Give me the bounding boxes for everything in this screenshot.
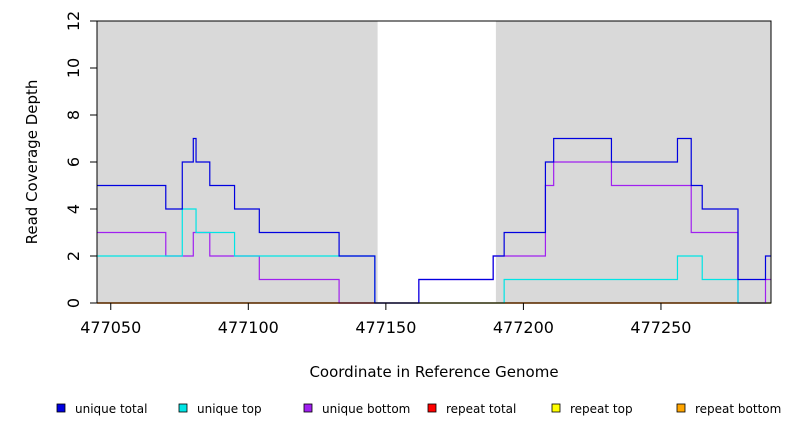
legend-label: repeat total (446, 402, 516, 416)
x-axis: 477050 477100 477150 477200 477250 (80, 303, 691, 337)
legend-item-repeat-top: repeat top (551, 402, 633, 416)
y-tick-label: 8 (64, 110, 83, 120)
legend-swatch (178, 403, 188, 413)
legend-label: repeat top (570, 402, 633, 416)
legend: unique total unique top unique bottom repea… (56, 402, 781, 416)
y-axis-label: Read Coverage Depth (23, 80, 41, 245)
legend-swatch (551, 403, 561, 413)
legend-label: unique top (197, 402, 262, 416)
legend-item-repeat-bottom: repeat bottom (676, 402, 781, 416)
x-axis-label: Coordinate in Reference Genome (309, 363, 558, 381)
series-line-unique-total (97, 137, 771, 304)
legend-swatch (56, 403, 66, 413)
x-tick-label: 477100 (218, 318, 279, 337)
legend-swatch (676, 403, 686, 413)
x-tick-label: 477050 (80, 318, 141, 337)
legend-item-unique-total: unique total (56, 402, 147, 416)
y-tick-label: 0 (64, 298, 83, 308)
legend-swatch (427, 403, 437, 413)
x-tick-label: 477150 (355, 318, 416, 337)
y-tick-label: 6 (64, 157, 83, 167)
y-tick-label: 2 (64, 251, 83, 261)
legend-label: unique total (75, 402, 147, 416)
x-tick-label: 477200 (493, 318, 554, 337)
y-tick-label: 4 (64, 204, 83, 214)
x-tick-label: 477250 (630, 318, 691, 337)
legend-item-repeat-total: repeat total (427, 402, 516, 416)
y-axis: 0 2 4 6 8 10 12 (64, 11, 97, 308)
legend-item-unique-top: unique top (178, 402, 262, 416)
legend-label: repeat bottom (695, 402, 781, 416)
y-tick-label: 12 (64, 11, 83, 31)
shaded-region-1 (97, 21, 378, 303)
y-tick-label: 10 (64, 58, 83, 78)
legend-label: unique bottom (322, 402, 410, 416)
legend-item-unique-bottom: unique bottom (303, 402, 410, 416)
legend-swatch (303, 403, 313, 413)
